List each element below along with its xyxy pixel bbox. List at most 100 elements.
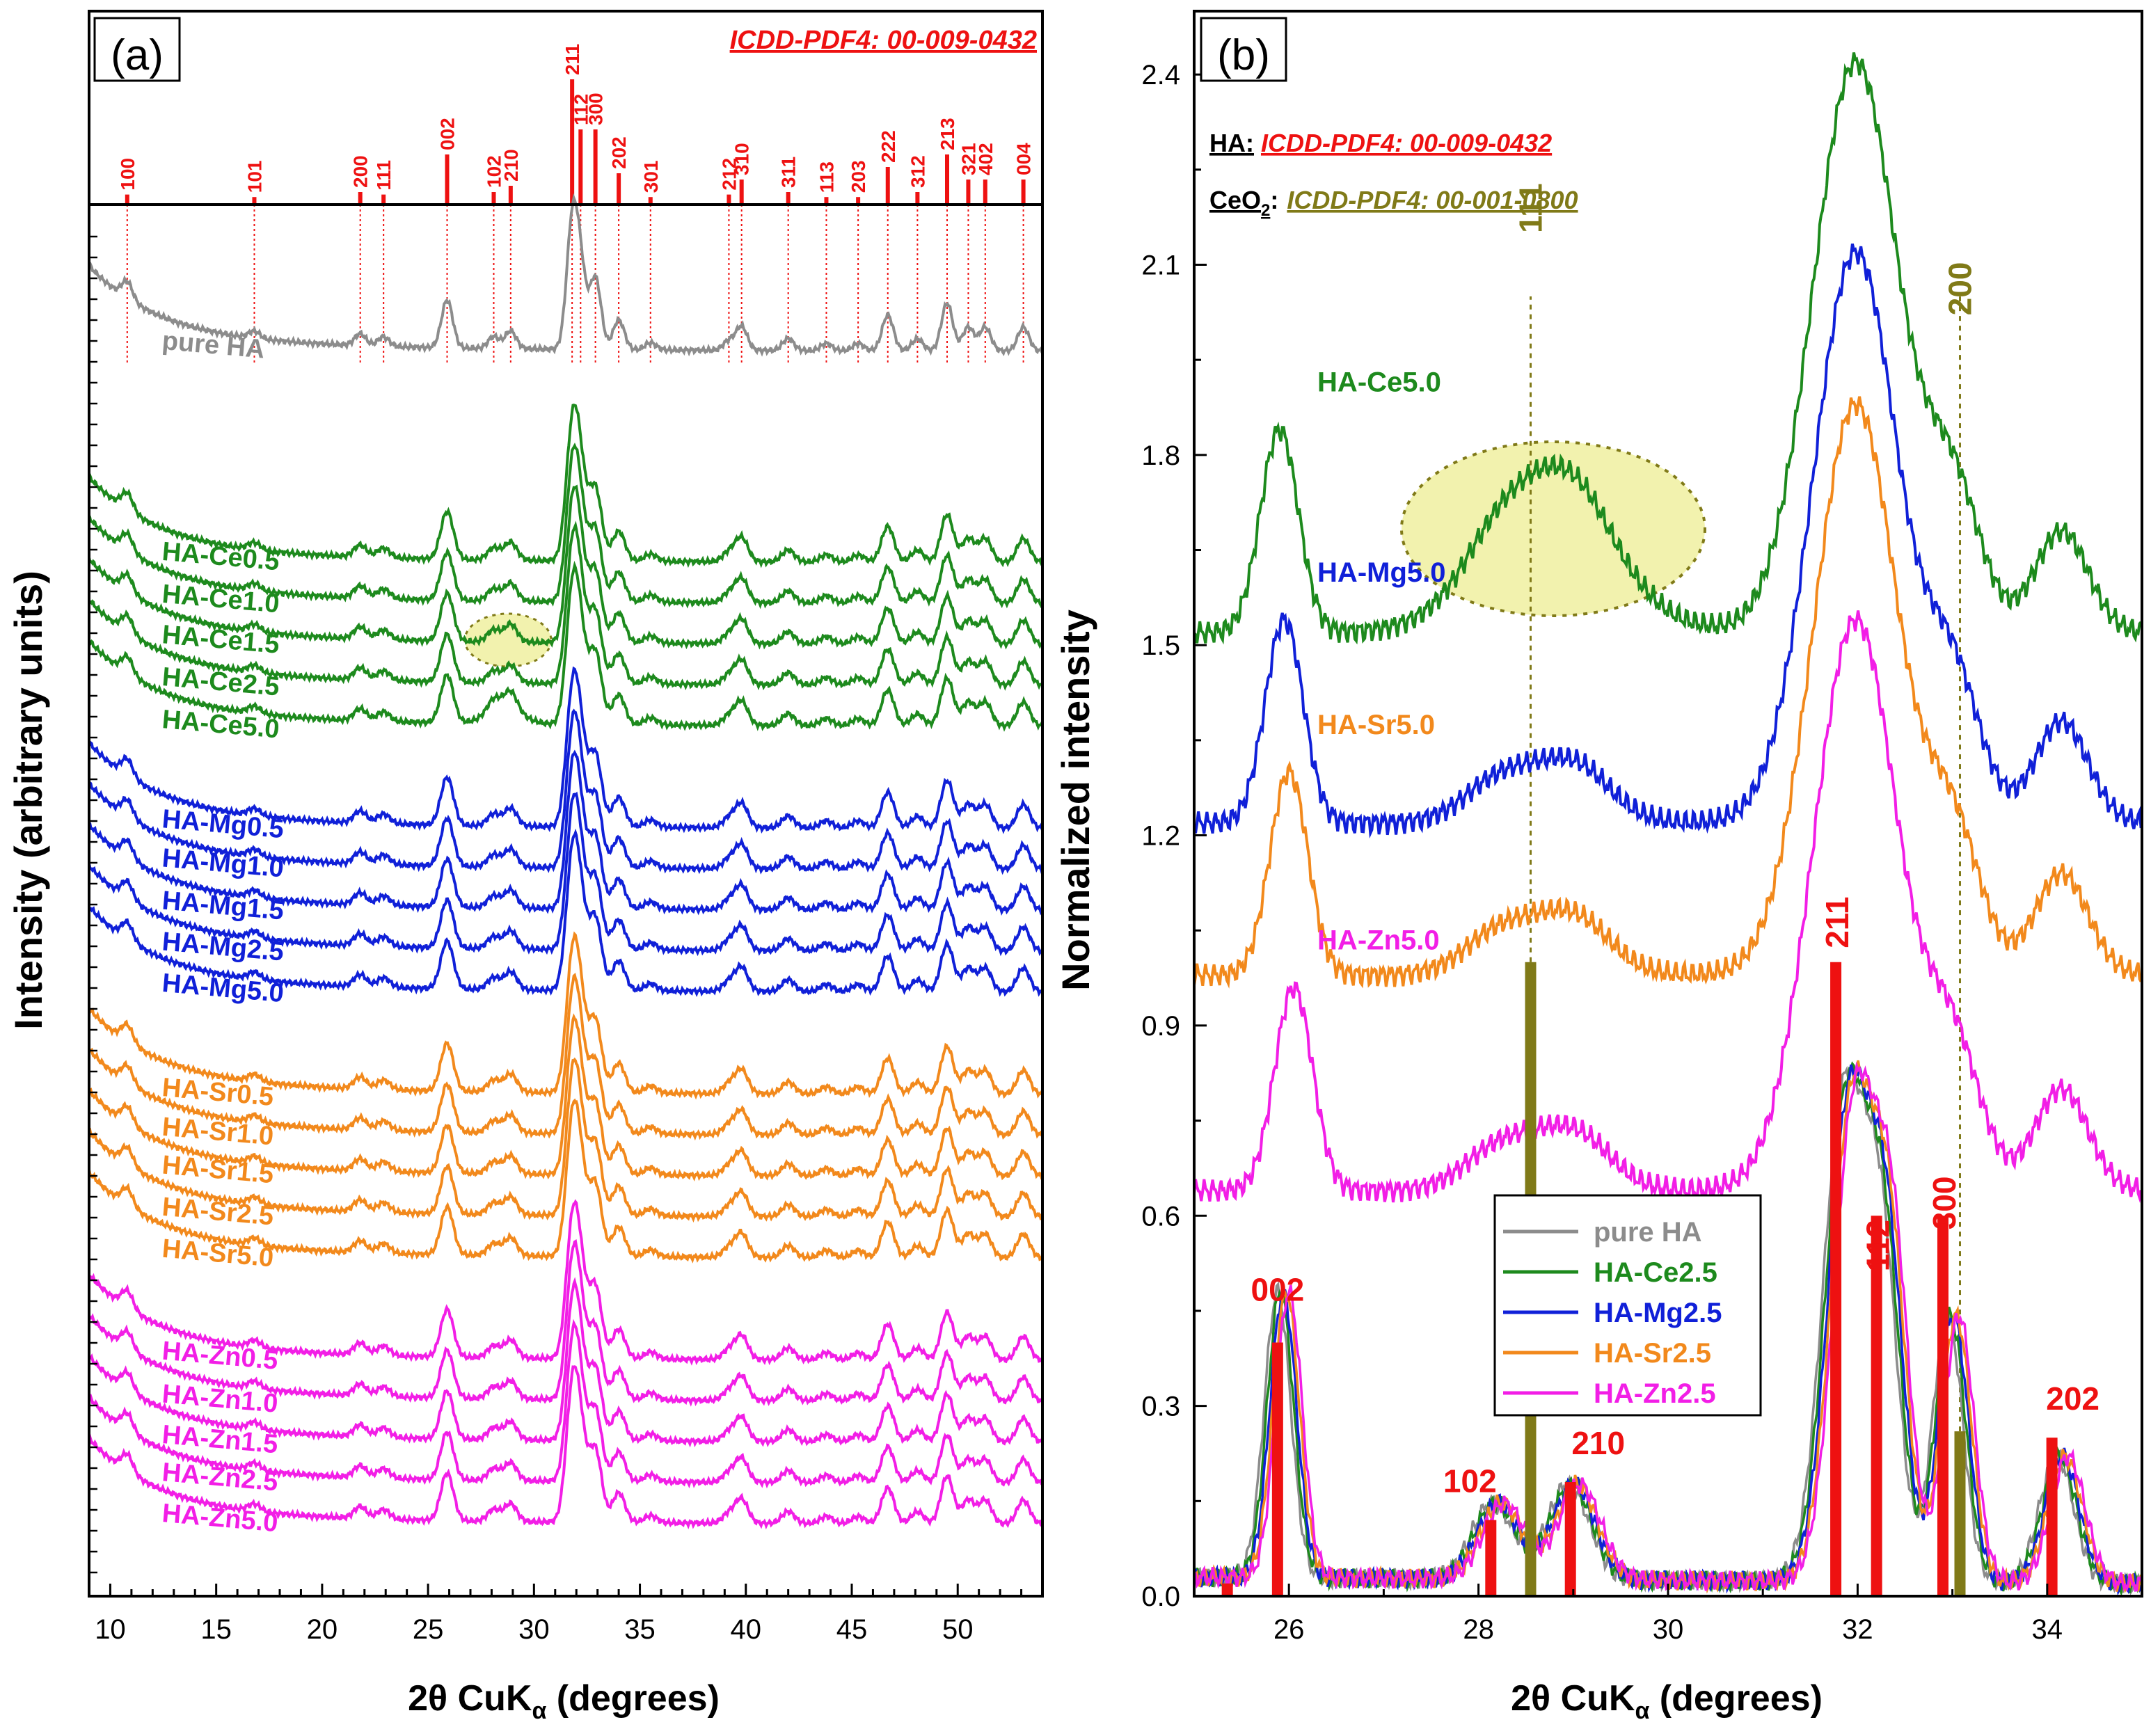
reference-stick-label-212: 212 xyxy=(718,158,740,191)
pattern-HA-Sr1.5 xyxy=(88,1013,1043,1182)
x-tick-label-20: 20 xyxy=(307,1614,338,1645)
reference-stick-label-210: 210 xyxy=(500,149,522,182)
y-tick-label: 0.6 xyxy=(1141,1201,1180,1232)
panel-b-x-axis-label: 2θ CuKα (degrees) xyxy=(1511,1678,1823,1724)
panel-b-legend: pure HA HA-Ce2.5 HA-Mg2.5 HA-Sr2.5 HA-Zn2.5 xyxy=(1493,1194,1762,1417)
pattern-HA-Ce5.0 xyxy=(1193,52,2143,645)
panel-b-ha-label: HA: xyxy=(1209,129,1254,157)
sample-label-HA-Zn5.0: HA-Zn5.0 xyxy=(1317,925,1440,956)
panel-b-sample-labels: HA-Ce5.0 HA-Mg5.0 HA-Sr5.0 HA-Zn5.0 xyxy=(1317,367,1445,956)
legend-label-HA-Sr2.5: HA-Sr2.5 xyxy=(1594,1338,1711,1369)
reference-stick-label-111: 111 xyxy=(373,160,395,191)
y-tick-label: 2.4 xyxy=(1141,60,1180,90)
panel-b-patterns xyxy=(1193,52,2143,1598)
reference-stick-label-112: 112 xyxy=(570,94,592,125)
sample-label-HA-Ce0.5: HA-Ce0.5 xyxy=(161,537,280,577)
legend-label-HA-Mg2.5: HA-Mg2.5 xyxy=(1594,1298,1722,1328)
ha-reference-label-300: 300 xyxy=(1926,1177,1962,1230)
y-tick-label: 2.1 xyxy=(1141,250,1180,280)
legend-entries: pure HA HA-Ce2.5 HA-Mg2.5 HA-Sr2.5 HA-Zn2.5 xyxy=(1503,1217,1722,1409)
sample-label-HA-Mg1.0: HA-Mg1.0 xyxy=(161,843,285,883)
ceo2-reference-label-111: 111 xyxy=(1513,183,1549,233)
x-tick-label-28: 28 xyxy=(1463,1614,1494,1645)
x-tick-label-50: 50 xyxy=(942,1614,974,1645)
legend-label-pure HA: pure HA xyxy=(1594,1217,1702,1248)
panel-a-label: (a) xyxy=(111,31,164,79)
x-tick-label-15: 15 xyxy=(200,1614,232,1645)
panel-a-patterns xyxy=(88,193,1044,1530)
pattern-HA-Sr5.0 xyxy=(1193,396,2143,989)
legend-label-HA-Zn2.5: HA-Zn2.5 xyxy=(1594,1378,1716,1409)
pattern-HA-Sr1.0 xyxy=(88,972,1044,1141)
panel-b-ceo2-reference-note: CeO2: ICDD-PDF4: 00-001-0800 xyxy=(1209,186,1578,220)
ha-reference-label-112: 112 xyxy=(1860,1220,1896,1271)
reference-stick-label-200: 200 xyxy=(350,155,372,188)
sample-label-HA-Zn5.0: HA-Zn5.0 xyxy=(161,1499,279,1538)
pattern-HA-Mg2.5 xyxy=(88,791,1043,957)
y-tick-label: 0.3 xyxy=(1141,1392,1180,1422)
reference-stick-label-101: 101 xyxy=(244,160,265,193)
panel-b-x-axis-label-main: 2θ CuK xyxy=(1511,1678,1635,1719)
pattern-HA-Zn5.0 xyxy=(1193,610,2143,1204)
ha-reference-label-002: 002 xyxy=(1251,1272,1304,1308)
ha-reference-label-211: 211 xyxy=(1819,897,1855,948)
x-tick-label-32: 32 xyxy=(1842,1614,1873,1645)
reference-stick-label-222: 222 xyxy=(878,130,899,163)
y-tick-label: 1.2 xyxy=(1141,821,1180,852)
pattern-HA-Sr5.0 xyxy=(88,1098,1044,1264)
panel-a-main-frame xyxy=(88,203,1044,1598)
x-tick-label-40: 40 xyxy=(731,1614,762,1645)
pattern-HA-Mg5.0 xyxy=(1193,243,2143,839)
x-tick-label-45: 45 xyxy=(836,1614,868,1645)
ha-reference-label-210: 210 xyxy=(1571,1425,1625,1461)
panel-b-y-axis-label: Normalized intensity xyxy=(1054,610,1097,991)
x-tick-label-30: 30 xyxy=(518,1614,550,1645)
panel-b-label-box xyxy=(1200,17,1287,82)
panel-a-x-ticks: 10 15 20 25 30 35 40 45 50 xyxy=(95,1584,1023,1645)
x-tick-label-30: 30 xyxy=(1653,1614,1684,1645)
pattern-HA-Zn1.5 xyxy=(88,1277,1044,1448)
reference-stick-label-213: 213 xyxy=(937,118,958,150)
pattern-HA-Sr2.5 xyxy=(88,1057,1044,1223)
panel-b-ceo2-droplines xyxy=(1530,296,1961,1432)
pattern-HA-Ce5.0 xyxy=(88,560,1044,732)
reference-stick-label-211: 211 xyxy=(562,44,583,75)
panel-b: 002 102 210 211 112 300 202 111 200 HA-Ce5.0 HA-M… xyxy=(1054,10,2143,1724)
sample-label-HA-Zn2.5: HA-Zn2.5 xyxy=(161,1458,279,1497)
y-tick-label: 1.5 xyxy=(1141,630,1180,661)
pattern-HA-Mg0.5 xyxy=(88,666,1044,834)
ha-reference-label-102: 102 xyxy=(1443,1463,1497,1499)
x-tick-label-25: 25 xyxy=(413,1614,444,1645)
pattern-HA-Ce2.5 xyxy=(88,520,1044,691)
panel-b-ceo2-label-colon: : xyxy=(1270,186,1278,214)
reference-stick-label-321: 321 xyxy=(958,143,979,175)
ha-reference-label-202: 202 xyxy=(2046,1380,2100,1417)
panel-a-label-box xyxy=(93,17,181,82)
sample-label-HA-Mg2.5: HA-Mg2.5 xyxy=(161,927,285,966)
sample-label-HA-Mg5.0: HA-Mg5.0 xyxy=(1317,557,1445,588)
sample-label-HA-Ce5.0: HA-Ce5.0 xyxy=(1317,367,1441,398)
reference-stick-label-102: 102 xyxy=(483,155,505,188)
panel-a-sample-labels: pure HAHA-Ce0.5HA-Ce1.0HA-Ce1.5HA-Ce2.5H… xyxy=(161,326,285,1538)
panel-b-ha-reference-note: HA: ICDD-PDF4: 00-009-0432 xyxy=(1209,129,1552,157)
y-tick-label: 1.8 xyxy=(1141,440,1180,471)
panel-b-ceo2-label: CeO xyxy=(1209,186,1261,214)
sample-label-HA-Mg1.5: HA-Mg1.5 xyxy=(161,886,285,925)
legend-label-HA-Ce2.5: HA-Ce2.5 xyxy=(1594,1257,1717,1288)
panel-a-x-axis-label-sub: α xyxy=(532,1698,546,1724)
pattern-HA-Ce1.5 xyxy=(88,484,1043,650)
panel-a-y-axis-label: Intensity (arbitrary units) xyxy=(6,571,50,1030)
panel-b-reference-labels: 002 102 210 211 112 300 202 111 200 xyxy=(1251,183,2100,1499)
pattern-HA-Zn5.0 xyxy=(88,1365,1044,1530)
reference-stick-label-311: 311 xyxy=(778,157,800,188)
panel-b-ceo2-ref: ICDD-PDF4: 00-001-0800 xyxy=(1287,186,1578,214)
panel-b-x-axis-label-unit: (degrees) xyxy=(1649,1678,1823,1719)
panel-a-y-minor-ticks xyxy=(89,235,97,1574)
panel-a-title: ICDD-PDF4: 00-009-0432 xyxy=(730,26,1037,55)
reference-stick-label-402: 402 xyxy=(975,143,997,175)
panel-b-ceo2-label-sub: 2 xyxy=(1261,201,1270,220)
x-tick-label-26: 26 xyxy=(1273,1614,1305,1645)
reference-stick-label-312: 312 xyxy=(907,155,928,188)
